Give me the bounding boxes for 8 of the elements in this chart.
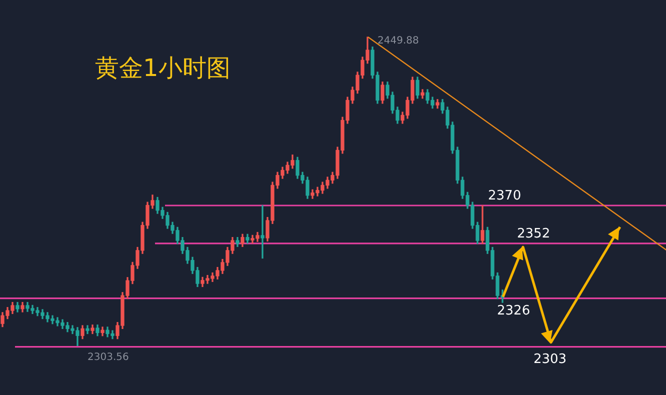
candlestick <box>260 205 264 259</box>
text: 黄金1小时图 <box>95 53 230 84</box>
ref-line-label: 2303 <box>533 352 567 367</box>
ref-line-label: 2370 <box>488 188 522 204</box>
ref-line-label: 2326 <box>497 303 530 318</box>
text: 2303.56 <box>88 352 129 364</box>
annotation: 2449.88 <box>378 36 419 47</box>
ref-line-label: 2352 <box>517 226 550 242</box>
